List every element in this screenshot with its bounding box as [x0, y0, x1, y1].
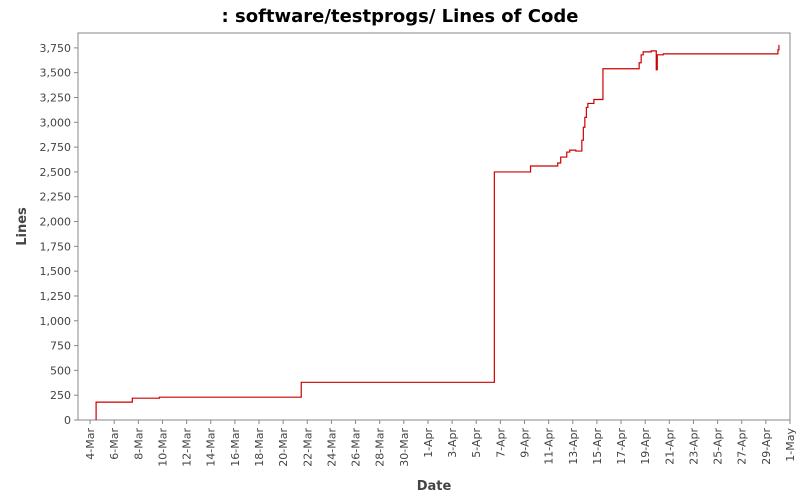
x-tick-label: 14-Mar: [205, 428, 218, 467]
x-tick-label: 28-Mar: [374, 428, 387, 467]
x-tick-label: 19-Apr: [639, 428, 652, 465]
y-tick-label: 3,000: [40, 116, 72, 129]
y-tick-label: 1,000: [40, 315, 72, 328]
y-tick-label: 3,250: [40, 92, 72, 105]
x-tick-label: 20-Mar: [277, 428, 290, 467]
x-tick-label: 23-Apr: [687, 428, 700, 465]
y-tick-label: 750: [50, 340, 71, 353]
x-tick-label: 15-Apr: [591, 428, 604, 465]
series-line-0: [95, 44, 780, 420]
y-tick-label: 2,750: [40, 141, 72, 154]
x-tick-label: 12-Mar: [181, 428, 194, 467]
y-tick-label: 2,000: [40, 216, 72, 229]
y-tick-label: 0: [64, 414, 71, 427]
y-axis-label: Lines: [15, 207, 30, 246]
x-axis: 4-Mar 6-Mar 8-Mar 10-Mar 12-Mar 14-Mar 16-Mar 1…: [84, 420, 797, 467]
x-tick-label: 27-Apr: [736, 428, 749, 465]
x-tick-label: 10-Mar: [156, 428, 169, 467]
x-tick-label: 8-Mar: [132, 428, 145, 460]
x-tick-label: 22-Mar: [301, 428, 314, 467]
y-axis: 0 250 500 750 1,000 1,250 1,500 1,750 2,000 2,250…: [40, 42, 78, 427]
x-tick-label: 9-Apr: [519, 428, 532, 458]
x-tick-label: 13-Apr: [567, 428, 580, 465]
x-tick-label: 4-Mar: [84, 428, 97, 460]
series-layer: [95, 44, 780, 420]
y-tick-label: 3,750: [40, 42, 72, 55]
y-tick-label: 2,500: [40, 166, 72, 179]
y-tick-label: 1,250: [40, 290, 72, 303]
plot-area: [77, 32, 791, 421]
x-tick-label: 21-Apr: [663, 428, 676, 465]
x-tick-label: 3-Apr: [446, 428, 459, 458]
x-tick-label: 6-Mar: [108, 428, 121, 460]
x-tick-label: 1-Apr: [422, 428, 435, 458]
x-tick-label: 24-Mar: [325, 428, 338, 467]
y-tick-label: 1,750: [40, 240, 72, 253]
x-tick-label: 18-Mar: [253, 428, 266, 467]
chart-title: : software/testprogs/ Lines of Code: [222, 6, 579, 27]
y-tick-label: 500: [50, 364, 71, 377]
y-tick-label: 3,500: [40, 67, 72, 80]
x-tick-label: 25-Apr: [712, 428, 725, 465]
x-tick-label: 5-Apr: [470, 428, 483, 458]
x-tick-label: 17-Apr: [615, 428, 628, 465]
x-axis-label: Date: [417, 479, 452, 494]
x-tick-label: 11-Apr: [543, 428, 556, 465]
x-tick-label: 1-May: [784, 428, 797, 462]
y-tick-label: 2,250: [40, 191, 72, 204]
y-tick-label: 250: [50, 389, 71, 402]
y-tick-label: 1,500: [40, 265, 72, 278]
x-tick-label: 26-Mar: [350, 428, 363, 467]
x-tick-label: 29-Apr: [760, 428, 773, 465]
x-tick-label: 7-Apr: [494, 428, 507, 458]
x-tick-label: 16-Mar: [229, 428, 242, 467]
x-tick-label: 30-Mar: [398, 428, 411, 467]
